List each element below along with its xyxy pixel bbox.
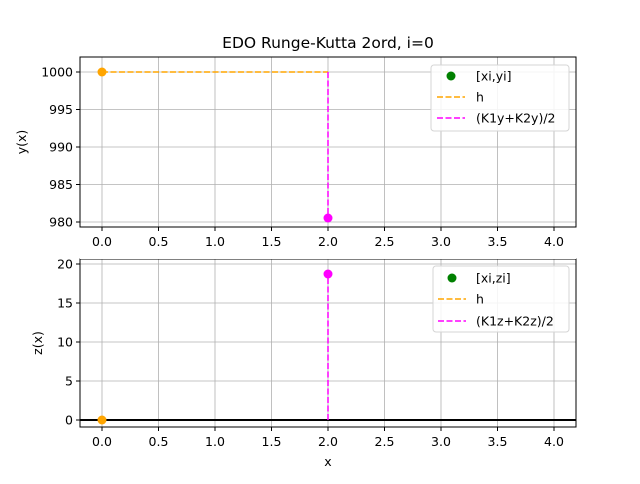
top-x-tick-labels: 0.0 0.5 1.0 1.5 2.0 2.5 3.0 3.5 4.0 <box>92 234 564 249</box>
series-hz-start-marker <box>97 415 107 425</box>
svg-text:0.5: 0.5 <box>149 234 169 249</box>
svg-text:4.0: 4.0 <box>544 434 564 449</box>
top-axes: 980 985 990 995 1000 0.0 0.5 1.0 1.5 2.0… <box>14 56 577 249</box>
top-legend-box <box>430 64 570 132</box>
svg-text:3.0: 3.0 <box>431 234 451 249</box>
top-legend: [xi,yi] h (K1y+K2y)/2 <box>430 64 570 132</box>
svg-text:(K1z+K2z)/2: (K1z+K2z)/2 <box>476 314 554 329</box>
svg-text:20: 20 <box>57 257 73 272</box>
svg-text:0.5: 0.5 <box>149 434 169 449</box>
svg-text:15: 15 <box>57 296 73 311</box>
svg-text:0: 0 <box>65 413 73 428</box>
bottom-x-tick-labels: 0.0 0.5 1.0 1.5 2.0 2.5 3.0 3.5 4.0 <box>92 434 564 449</box>
svg-text:1.0: 1.0 <box>205 434 225 449</box>
bottom-legend-box <box>432 265 570 333</box>
svg-text:1.5: 1.5 <box>262 234 282 249</box>
bottom-legend: [xi,zi] h (K1z+K2z)/2 <box>432 265 570 333</box>
bottom-y-axis-label: z(x) <box>30 331 45 355</box>
series-kz-end-marker <box>323 269 333 279</box>
bottom-x-axis-label: x <box>324 454 331 469</box>
svg-text:h: h <box>476 292 484 307</box>
svg-text:3.5: 3.5 <box>488 234 508 249</box>
top-y-tick-labels: 980 985 990 995 1000 <box>41 65 73 230</box>
chart-title: EDO Runge-Kutta 2ord, i=0 <box>222 34 434 52</box>
svg-text:985: 985 <box>49 177 73 192</box>
series-k-end-marker <box>323 213 333 223</box>
legend-point-icon <box>446 71 456 81</box>
bottom-axes: 0 5 10 15 20 0.0 0.5 1.0 1.5 2.0 2.5 3.0 <box>30 257 577 469</box>
svg-text:[xi,zi]: [xi,zi] <box>476 271 511 286</box>
svg-text:0.0: 0.0 <box>92 234 112 249</box>
svg-text:1.5: 1.5 <box>262 434 282 449</box>
bottom-y-tick-labels: 0 5 10 15 20 <box>57 257 73 428</box>
svg-text:[xi,yi]: [xi,yi] <box>476 69 511 84</box>
top-y-axis-label: y(x) <box>14 130 29 155</box>
svg-text:2.5: 2.5 <box>375 234 395 249</box>
svg-text:(K1y+K2y)/2: (K1y+K2y)/2 <box>476 111 556 126</box>
svg-text:5: 5 <box>65 374 73 389</box>
svg-text:2.5: 2.5 <box>375 434 395 449</box>
svg-text:0.0: 0.0 <box>92 434 112 449</box>
svg-text:2.0: 2.0 <box>318 434 338 449</box>
svg-text:3.0: 3.0 <box>431 434 451 449</box>
series-h-start-marker <box>97 67 107 77</box>
svg-text:4.0: 4.0 <box>544 234 564 249</box>
svg-text:980: 980 <box>49 215 73 230</box>
svg-text:3.5: 3.5 <box>488 434 508 449</box>
svg-text:990: 990 <box>49 140 73 155</box>
svg-text:1.0: 1.0 <box>205 234 225 249</box>
legend-point-z-icon <box>447 273 457 283</box>
svg-text:1000: 1000 <box>41 65 73 80</box>
svg-text:h: h <box>476 90 484 105</box>
svg-text:10: 10 <box>57 335 73 350</box>
svg-text:995: 995 <box>49 102 73 117</box>
svg-text:2.0: 2.0 <box>318 234 338 249</box>
